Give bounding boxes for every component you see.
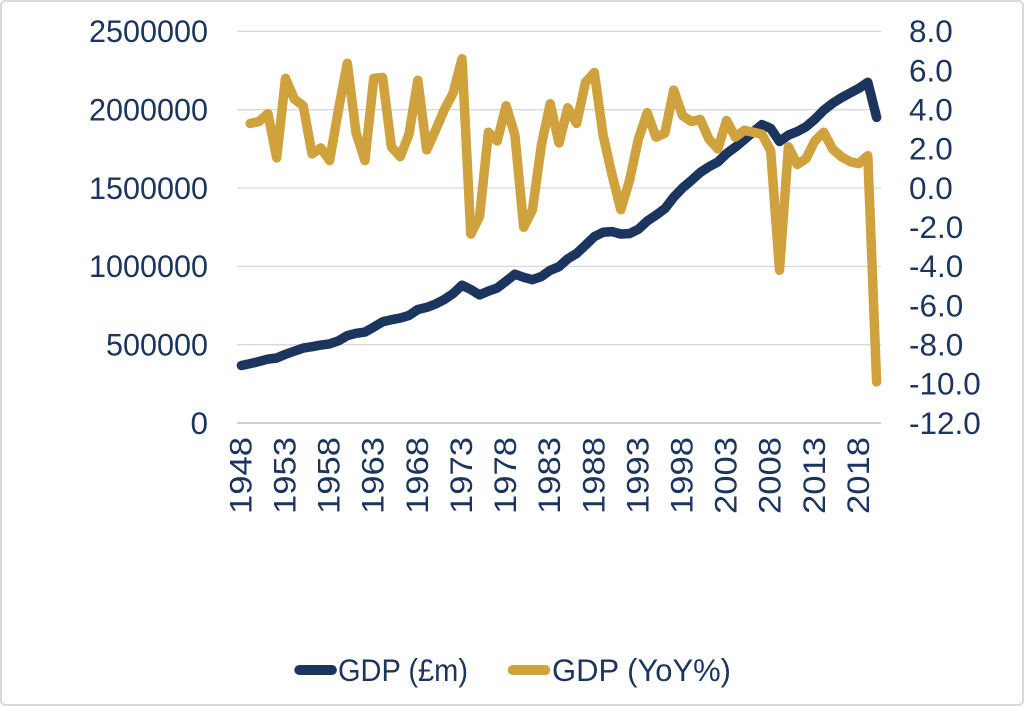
svg-text:GDP (£m): GDP (£m) <box>338 652 468 688</box>
svg-text:1500000: 1500000 <box>89 170 208 206</box>
svg-text:2013: 2013 <box>796 437 832 514</box>
svg-text:2500000: 2500000 <box>89 13 208 49</box>
svg-text:1993: 1993 <box>619 437 655 514</box>
svg-text:1998: 1998 <box>664 437 700 514</box>
svg-text:-10.0: -10.0 <box>909 366 981 402</box>
svg-text:500000: 500000 <box>106 327 208 363</box>
svg-text:-6.0: -6.0 <box>909 287 963 323</box>
svg-text:2018: 2018 <box>840 437 876 514</box>
svg-text:6.0: 6.0 <box>909 52 953 88</box>
svg-text:-12.0: -12.0 <box>909 405 981 441</box>
svg-text:GDP (YoY%): GDP (YoY%) <box>552 652 731 688</box>
svg-text:-4.0: -4.0 <box>909 248 963 284</box>
svg-text:1973: 1973 <box>443 437 479 514</box>
svg-text:0: 0 <box>190 405 208 441</box>
svg-text:1983: 1983 <box>531 437 567 514</box>
svg-text:1963: 1963 <box>355 437 391 514</box>
svg-text:-8.0: -8.0 <box>909 327 963 363</box>
svg-text:2.0: 2.0 <box>909 131 953 167</box>
svg-text:2003: 2003 <box>708 437 744 514</box>
svg-text:2000000: 2000000 <box>89 92 208 128</box>
svg-text:0.0: 0.0 <box>909 170 953 206</box>
svg-text:8.0: 8.0 <box>909 13 953 49</box>
svg-text:1988: 1988 <box>575 437 611 514</box>
svg-text:1948: 1948 <box>222 437 258 514</box>
svg-text:1958: 1958 <box>311 437 347 514</box>
svg-text:1000000: 1000000 <box>89 248 208 284</box>
svg-text:4.0: 4.0 <box>909 92 953 128</box>
svg-text:1978: 1978 <box>487 437 523 514</box>
svg-text:1968: 1968 <box>399 437 435 514</box>
svg-text:-2.0: -2.0 <box>909 209 963 245</box>
svg-text:1953: 1953 <box>267 437 303 514</box>
svg-text:2008: 2008 <box>752 437 788 514</box>
